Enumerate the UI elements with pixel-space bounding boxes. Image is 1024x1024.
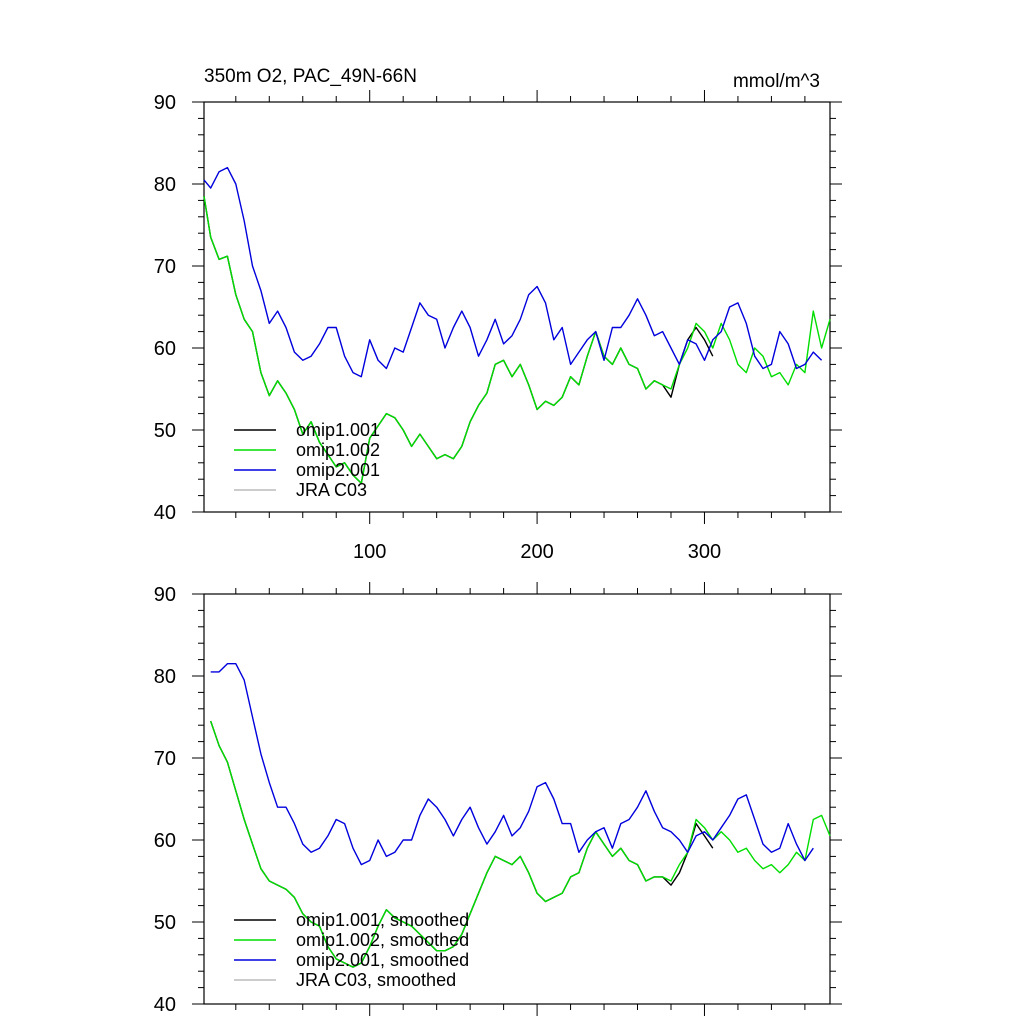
y-tick-label: 80 — [154, 666, 176, 688]
legend-label-2: omip2.001, smoothed — [296, 950, 469, 970]
chart-panel-bottom: 40 50 60 70 80 90 omip1.001, smoothedomip1.00… — [154, 582, 842, 1016]
legend-label-3: JRA C03 — [296, 480, 367, 500]
y-tick-label: 40 — [154, 994, 176, 1016]
y-tick-label: 70 — [154, 256, 176, 278]
series-line-2 — [210, 663, 814, 866]
plot-frame-top — [203, 101, 831, 513]
units-label: mmol/m^3 — [733, 71, 820, 92]
y-tick-label: 80 — [154, 174, 176, 196]
y-tick-label: 90 — [154, 584, 176, 606]
plot-frame-bottom — [203, 593, 831, 1005]
chart-title: 350m O2, PAC_49N-66N — [204, 66, 417, 87]
y-tick-label: 40 — [154, 502, 176, 524]
y-tick-label: 60 — [154, 830, 176, 852]
series-line-0 — [203, 196, 714, 484]
chart-panel-top: 350m O2, PAC_49N-66N mmol/m^3 40 50 60 70 80… — [154, 66, 842, 563]
legend-label-0: omip1.001, smoothed — [296, 910, 469, 930]
tick-labels-bottom: 40 50 60 70 80 90 — [154, 584, 176, 1016]
y-tick-label: 90 — [154, 92, 176, 114]
series-line-1 — [210, 720, 831, 968]
axis-ticks-top — [192, 90, 842, 524]
y-tick-label: 50 — [154, 912, 176, 934]
series-line-2 — [203, 166, 823, 378]
axis-ticks-bottom — [192, 582, 842, 1016]
series-lines-bottom — [210, 663, 831, 968]
series-lines-top — [203, 166, 831, 484]
legend-label-1: omip1.002, smoothed — [296, 930, 469, 950]
x-tick-label: 100 — [353, 541, 386, 563]
y-tick-label: 50 — [154, 420, 176, 442]
legend-label-1: omip1.002 — [296, 440, 380, 460]
y-tick-label: 70 — [154, 748, 176, 770]
x-tick-label: 300 — [688, 541, 721, 563]
legend-label-2: omip2.001 — [296, 460, 380, 480]
legend-label-3: JRA C03, smoothed — [296, 970, 456, 990]
tick-labels-top: 40 50 60 70 80 90 100 200 300 — [154, 92, 721, 563]
y-tick-label: 60 — [154, 338, 176, 360]
series-line-1 — [203, 196, 831, 484]
x-tick-label: 200 — [520, 541, 553, 563]
legend-label-0: omip1.001 — [296, 420, 380, 440]
